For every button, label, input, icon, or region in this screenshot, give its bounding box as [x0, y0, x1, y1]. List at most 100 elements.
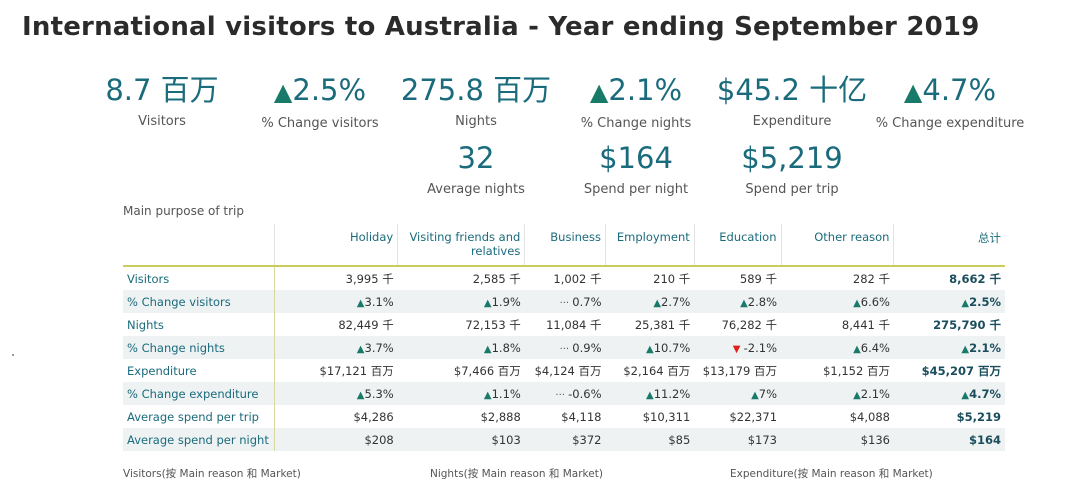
down-arrow-icon: ▼: [732, 343, 744, 355]
table-cell: $4,124 百万: [525, 359, 606, 382]
cell-value: $13,179 百万: [702, 363, 778, 378]
table-cell: $136: [781, 428, 894, 451]
table-cell: ▲3.7%: [274, 336, 398, 359]
table-cell: ··· 0.7%: [524, 290, 606, 313]
header-blank: [123, 224, 275, 266]
column-header[interactable]: Employment: [605, 224, 695, 266]
up-arrow-icon: ▲: [646, 343, 654, 355]
cell-value: 0.7%: [572, 294, 602, 309]
table-cell: $103: [397, 428, 525, 451]
table-cell: ▲6.6%: [781, 290, 894, 313]
footer-nights-tab[interactable]: Nights(按 Main reason 和 Market): [430, 468, 603, 480]
up-arrow-icon: ▲: [853, 297, 861, 309]
table-cell: 282 千: [781, 265, 894, 290]
up-arrow-icon: ▲: [653, 297, 662, 309]
table-header-row: Holiday Visiting friends and relatives B…: [123, 224, 1005, 266]
table-cell: ▲5.3%: [274, 382, 398, 405]
kpi-value: $164: [599, 141, 673, 175]
cell-value: $85: [668, 432, 691, 447]
page-title: International visitors to Australia - Ye…: [22, 12, 980, 42]
kpi-label: Spend per trip: [745, 182, 839, 197]
up-arrow-icon: ▲: [903, 78, 923, 106]
table-cell: $2,888: [398, 405, 525, 428]
cell-value: 1.9%: [491, 294, 521, 309]
kpi-spend-per-trip: $5,219 Spend per trip: [722, 140, 862, 197]
table-cell: ▲1.8%: [397, 336, 525, 359]
kpi-label: % Change visitors: [261, 116, 379, 131]
cell-value: 2.5%: [969, 294, 1001, 309]
up-arrow-icon: ▲: [961, 389, 970, 401]
kpi-value: ▲2.1%: [589, 73, 683, 107]
cell-value: 8,441 千: [841, 317, 890, 332]
table-cell: 25,381 千: [606, 313, 695, 336]
table-cell: 72,153 千: [398, 313, 525, 336]
cell-value: -0.6%: [568, 386, 602, 401]
cell-value: $7,466 百万: [453, 363, 521, 378]
cell-value: 72,153 千: [465, 317, 521, 332]
up-arrow-icon: ▲: [589, 78, 609, 106]
cell-value: $164: [968, 432, 1001, 447]
cell-value: 1.1%: [491, 386, 521, 401]
table-cell: 210 千: [605, 265, 695, 290]
column-header[interactable]: Education: [693, 224, 782, 266]
table-cell: 1,002 千: [524, 265, 606, 290]
table-cell: $10,311: [606, 405, 695, 428]
table-title: Main purpose of trip: [123, 204, 244, 218]
cell-value: 5.3%: [364, 386, 394, 401]
cell-value: 8,662 千: [949, 271, 1001, 286]
cell-value: $4,118: [561, 409, 602, 424]
table-cell: 3,995 千: [274, 265, 398, 290]
cell-value: 2,585 千: [472, 271, 521, 286]
table-cell: $173: [694, 428, 782, 451]
column-header[interactable]: 总计: [893, 224, 1005, 266]
cell-value: 11.2%: [653, 386, 691, 401]
up-arrow-icon: ▲: [273, 78, 293, 106]
cell-value: 3,995 千: [345, 271, 394, 286]
table-cell: $17,121 百万: [275, 359, 398, 382]
up-arrow-icon: ▲: [356, 343, 365, 355]
cell-value: 3.7%: [364, 340, 394, 355]
cell-value: 2.1%: [969, 340, 1001, 355]
column-header[interactable]: Visiting friends and relatives: [397, 224, 525, 266]
column-header[interactable]: Holiday: [274, 224, 398, 266]
table-cell: $2,164 百万: [606, 359, 695, 382]
column-header[interactable]: Business: [524, 224, 606, 266]
purpose-table: Holiday Visiting friends and relatives B…: [123, 224, 1005, 451]
kpi-value: 275.8 百万: [400, 73, 552, 107]
row-label: Nights: [123, 313, 276, 336]
row-label: Average spend per night: [123, 428, 276, 451]
cell-value: -2.1%: [743, 340, 778, 355]
cell-value: $4,286: [353, 409, 394, 424]
kpi-label: Nights: [455, 114, 497, 129]
footer-visitors-tab[interactable]: Visitors(按 Main reason 和 Market): [123, 468, 301, 480]
table-row: Average spend per trip $4,286 $2,888 $4,118…: [123, 405, 1005, 428]
kpi-average-nights: 32 Average nights: [406, 140, 546, 197]
table-cell: 76,282 千: [694, 313, 781, 336]
kpi-label: Expenditure: [752, 114, 832, 129]
kpi-label: % Change expenditure: [875, 116, 1025, 131]
table-cell: ▲4.7%: [893, 382, 1005, 405]
up-arrow-icon: ▲: [646, 389, 654, 401]
table-cell: ▲1.9%: [397, 290, 525, 313]
table-cell: $45,207 百万: [894, 359, 1005, 382]
column-header[interactable]: Other reason: [780, 224, 894, 266]
table-cell: 589 千: [694, 265, 782, 290]
cell-value: $5,219: [956, 409, 1001, 424]
kpi-value: ▲4.7%: [903, 73, 997, 107]
table-cell: ▲1.1%: [397, 382, 525, 405]
cell-value: 1.8%: [491, 340, 521, 355]
kpi-spend-per-night: $164 Spend per night: [566, 140, 706, 197]
table-cell: ▲11.2%: [605, 382, 695, 405]
footer-expenditure-tab[interactable]: Expenditure(按 Main reason 和 Market): [730, 468, 933, 480]
table-cell: $13,179 百万: [694, 359, 781, 382]
kpi-value: 32: [457, 141, 495, 175]
up-arrow-icon: ▲: [853, 343, 861, 355]
table-cell: ▲7%: [694, 382, 782, 405]
up-arrow-icon: ▲: [961, 297, 970, 309]
kpi-change-visitors: ▲2.5% % Change visitors: [250, 72, 390, 131]
cell-value: $136: [860, 432, 890, 447]
cell-value: 7%: [758, 386, 778, 401]
cell-value: 210 千: [653, 271, 691, 286]
kpi-visitors: 8.7 百万 Visitors: [92, 72, 232, 129]
kpi-label: Average nights: [427, 182, 525, 197]
